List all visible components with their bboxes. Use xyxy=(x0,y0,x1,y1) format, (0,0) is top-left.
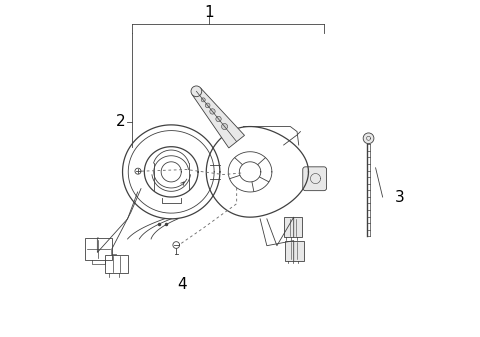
Text: 4: 4 xyxy=(178,277,187,292)
Circle shape xyxy=(222,124,228,129)
Text: 3: 3 xyxy=(395,189,404,205)
Circle shape xyxy=(216,116,221,122)
Text: 2: 2 xyxy=(116,114,125,129)
FancyBboxPatch shape xyxy=(303,167,326,191)
Circle shape xyxy=(191,86,202,97)
FancyBboxPatch shape xyxy=(285,241,304,261)
Text: 1: 1 xyxy=(204,5,214,20)
Circle shape xyxy=(201,98,205,102)
Polygon shape xyxy=(192,88,244,148)
Circle shape xyxy=(210,109,215,114)
FancyBboxPatch shape xyxy=(284,217,302,237)
Circle shape xyxy=(205,103,210,108)
Circle shape xyxy=(363,133,374,144)
